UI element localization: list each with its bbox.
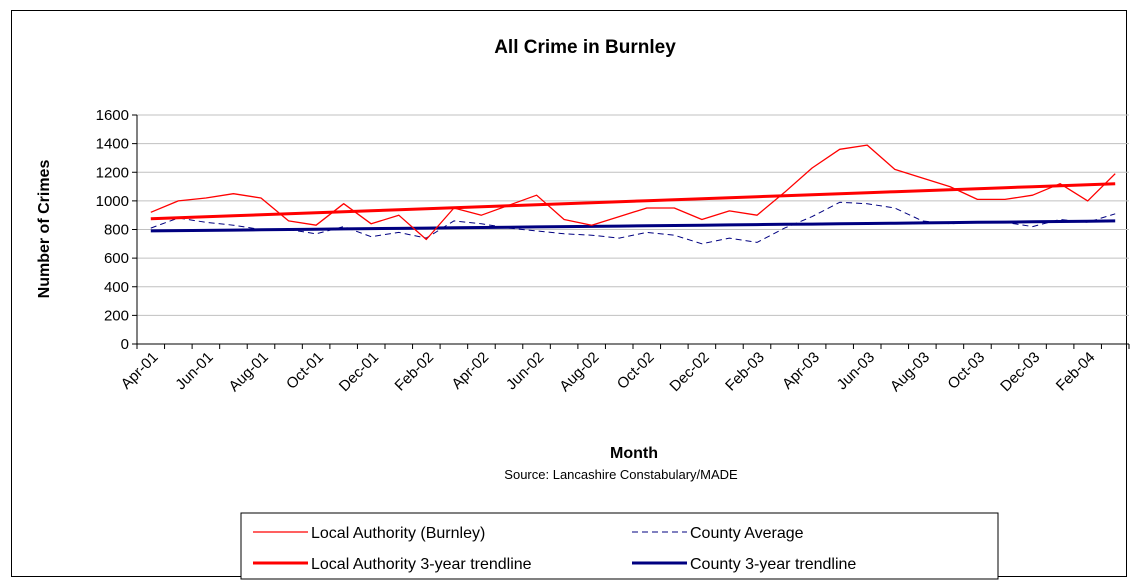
axes xyxy=(132,114,1130,349)
x-tick-label: Dec-01 xyxy=(336,349,382,395)
x-tick-label: Oct-01 xyxy=(283,349,327,393)
source-note: Source: Lancashire Constabulary/MADE xyxy=(504,467,738,482)
series-line-4 xyxy=(150,219,1116,233)
y-tick-label: 400 xyxy=(104,279,129,296)
x-tick-label: Feb-03 xyxy=(722,349,768,395)
y-tick-label: 200 xyxy=(104,307,129,324)
x-tick-label: Dec-03 xyxy=(997,349,1043,395)
legend-label-4: County 3-year trendline xyxy=(690,556,856,573)
legend-label-2: County Average xyxy=(690,525,804,542)
y-tick-label: 600 xyxy=(104,250,129,267)
x-tick-label: Jun-03 xyxy=(834,349,878,393)
x-tick-label: Jun-02 xyxy=(503,349,547,393)
y-axis-label: Number of Crimes xyxy=(36,160,53,299)
y-tick-label: 0 xyxy=(121,336,129,353)
x-tick-label: Apr-01 xyxy=(118,349,162,393)
legend-label-1: Local Authority (Burnley) xyxy=(311,525,485,542)
x-axis-label: Month xyxy=(610,445,658,462)
x-tick-label: Aug-02 xyxy=(556,349,602,395)
legend: Local Authority (Burnley) County Average L… xyxy=(240,512,999,580)
series-group xyxy=(150,144,1116,245)
x-tick-label: Feb-04 xyxy=(1053,349,1099,395)
series-line-3 xyxy=(150,182,1116,221)
x-tick-label: Aug-01 xyxy=(226,349,272,395)
x-tick-label: Apr-02 xyxy=(448,349,492,393)
y-tick-label: 1000 xyxy=(96,193,129,210)
y-tick-label: 1600 xyxy=(96,107,129,124)
x-tick-label: Feb-02 xyxy=(392,349,438,395)
legend-box xyxy=(240,512,999,580)
legend-label-3: Local Authority 3-year trendline xyxy=(311,556,532,573)
y-tick-label: 800 xyxy=(104,222,129,239)
chart-title: All Crime in Burnley xyxy=(494,37,676,58)
y-ticks: 0 200 400 600 800 1000 1200 1400 1600 xyxy=(96,107,129,353)
x-tick-label: Dec-02 xyxy=(667,349,713,395)
y-tick-label: 1200 xyxy=(96,164,129,181)
series-line-1 xyxy=(150,144,1116,241)
x-tick-label: Apr-03 xyxy=(779,349,823,393)
x-tick-label: Oct-02 xyxy=(614,349,658,393)
x-tick-label: Oct-03 xyxy=(944,349,988,393)
y-tick-label: 1400 xyxy=(96,136,129,153)
x-ticks: Apr-01 Jun-01 Aug-01 Oct-01 Dec-01 Feb-02 Apr-… xyxy=(118,349,1099,395)
chart-frame xyxy=(11,10,1127,577)
x-tick-label: Aug-03 xyxy=(887,349,933,395)
x-tick-label: Jun-01 xyxy=(172,349,216,393)
